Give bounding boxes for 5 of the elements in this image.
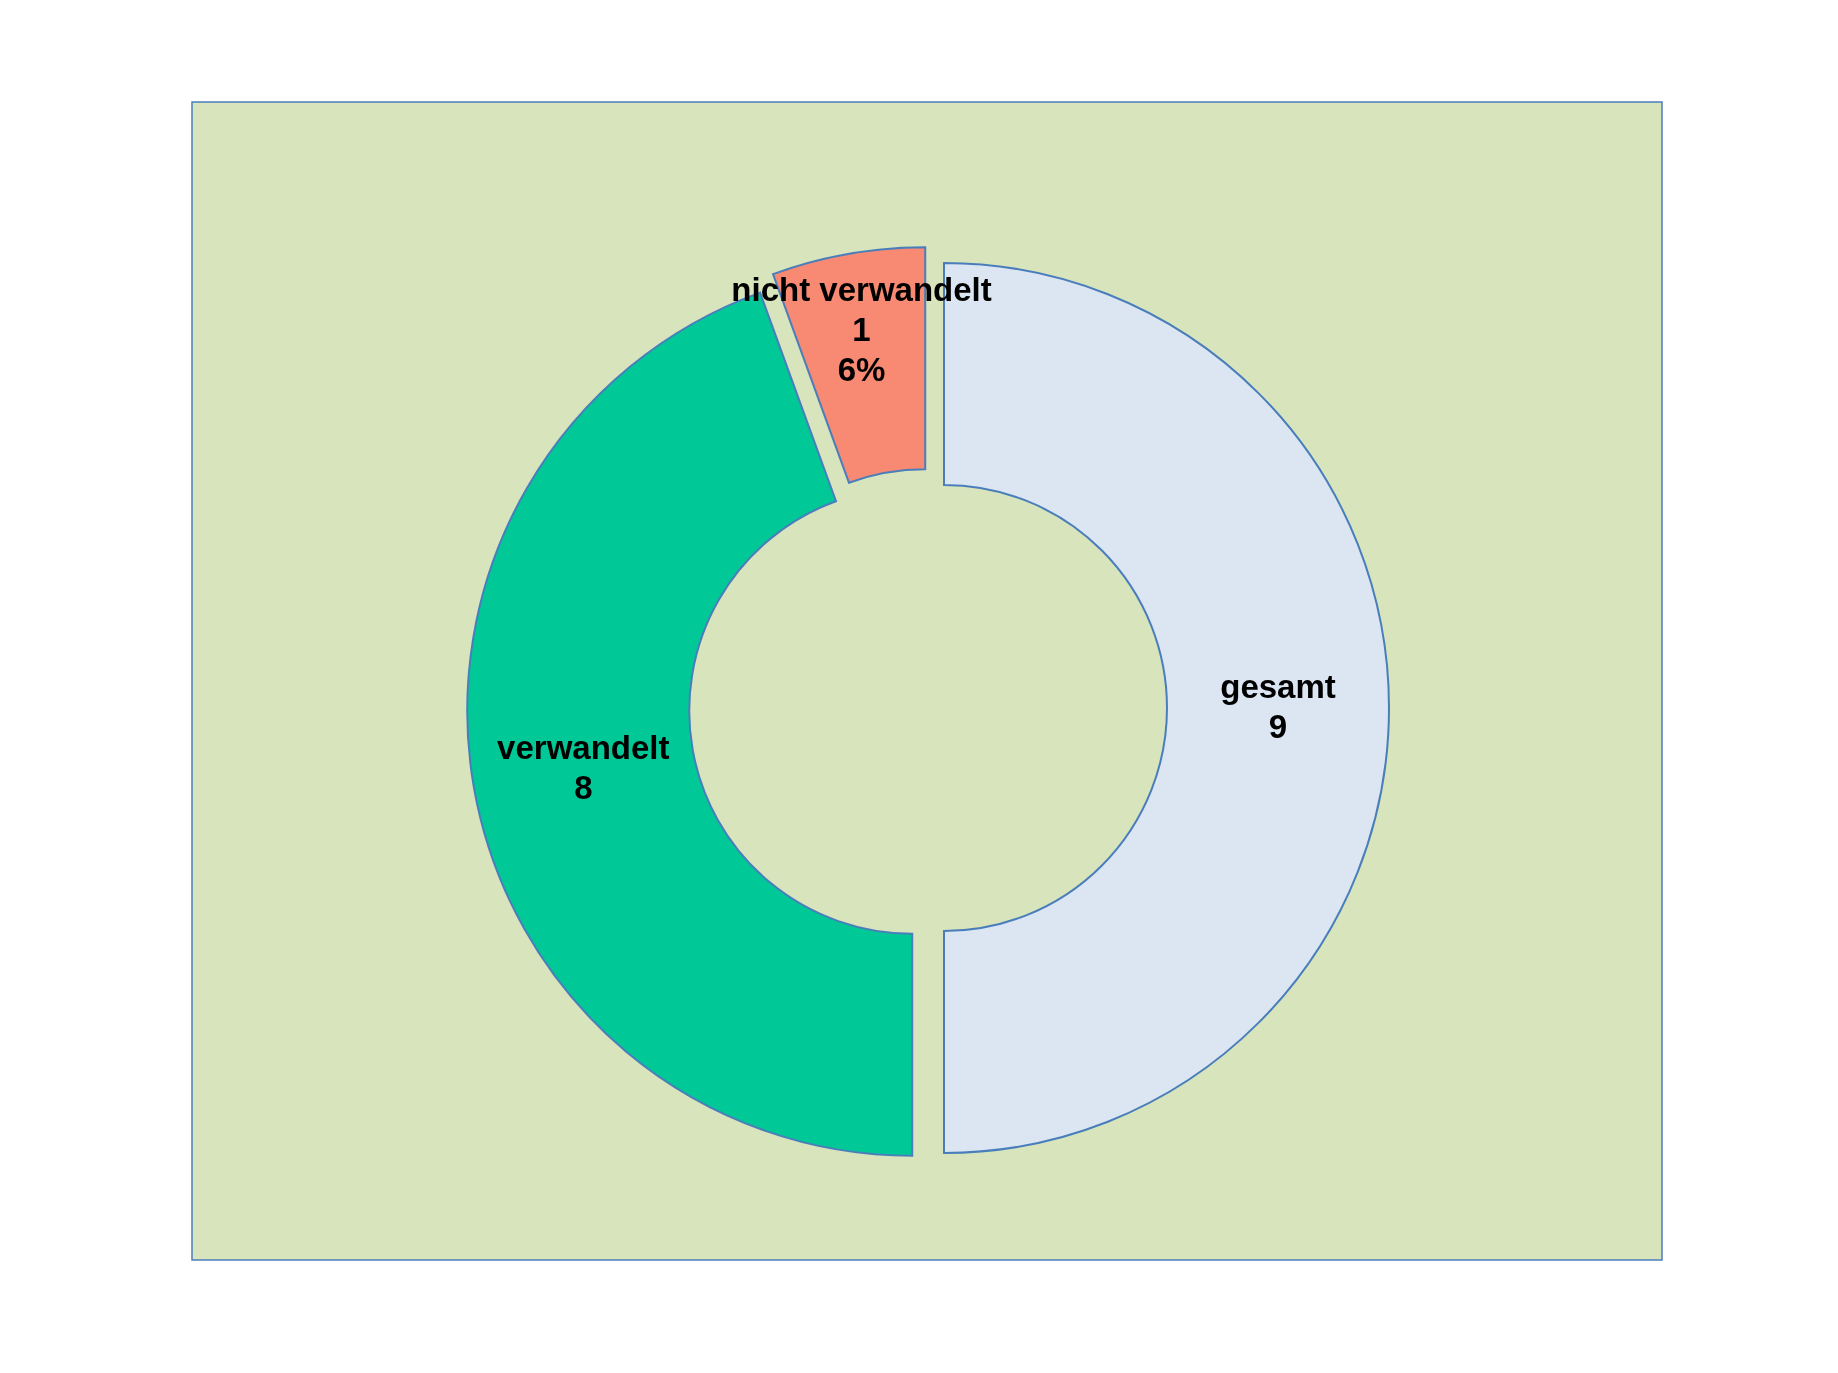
data-label: 9 — [1268, 708, 1288, 745]
slice-label: verwandelt — [497, 728, 670, 766]
data-label: 1 6% — [837, 311, 886, 389]
slice-label: gesamt — [1220, 668, 1336, 705]
data-label: 8 — [574, 768, 593, 806]
